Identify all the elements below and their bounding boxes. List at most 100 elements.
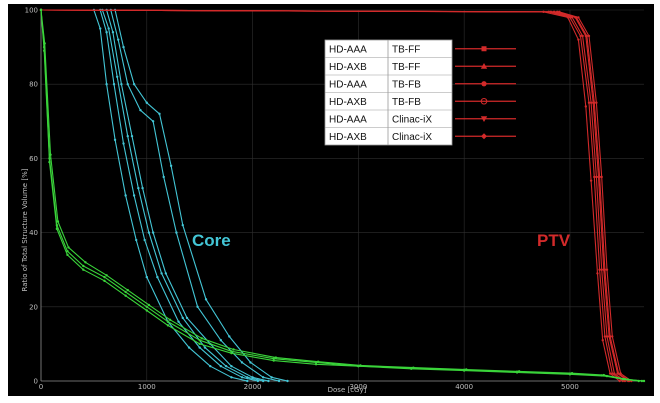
data-point (224, 364, 228, 368)
data-point (168, 318, 172, 321)
legend-model-label: HD-AXB (329, 132, 367, 143)
data-point (112, 83, 116, 86)
series-lines (39, 8, 646, 383)
series-line-ptv-10 (40, 9, 626, 382)
series-line-ptv-8 (40, 9, 632, 382)
data-point (581, 34, 584, 38)
data-point (246, 379, 249, 383)
data-point (56, 220, 60, 223)
data-point (575, 16, 578, 19)
data-point (181, 223, 184, 227)
legend-marker-circle-open (480, 97, 488, 105)
data-point (603, 335, 607, 338)
data-point (579, 34, 582, 38)
data-point (589, 101, 593, 104)
data-point (82, 264, 85, 268)
data-point (605, 335, 609, 338)
data-point (219, 338, 223, 342)
data-point (166, 324, 170, 327)
data-point (623, 377, 627, 381)
y-tick-label: 80 (29, 81, 38, 89)
data-point (593, 101, 596, 104)
data-point (99, 27, 102, 30)
data-point (139, 108, 142, 112)
data-point (570, 372, 574, 375)
data-point (143, 238, 146, 242)
series-line-ptv-9 (40, 9, 621, 382)
data-point (585, 34, 589, 38)
data-point (124, 290, 127, 294)
data-point (145, 309, 148, 312)
series-line-core-4 (41, 9, 288, 382)
data-point (412, 366, 415, 369)
data-point (608, 335, 612, 338)
data-point (66, 253, 69, 257)
data-point (595, 101, 598, 104)
legend-model-label: HD-AAA (329, 44, 367, 55)
x-tick-label: 5000 (561, 383, 579, 391)
legend-technique-label: TB-FF (392, 62, 420, 73)
data-point (164, 272, 168, 275)
data-point (166, 320, 170, 323)
series-line-core-1 (41, 9, 259, 382)
y-axis-title: Ratio of Total Structure Volume [%] (21, 168, 29, 291)
x-tick-label: 1000 (138, 383, 156, 391)
tick-labels: 0 1000 2000 3000 4000 5000 0 20 40 60 80 100 (25, 7, 579, 392)
data-point (286, 379, 289, 383)
y-tick-label: 20 (29, 303, 38, 311)
legend-technique-label: TB-FB (392, 79, 421, 90)
data-point (272, 357, 275, 360)
x-tick-label: 2000 (244, 383, 262, 391)
data-point (48, 160, 51, 164)
data-point (261, 379, 265, 383)
data-point (145, 275, 148, 279)
data-point (151, 231, 155, 234)
data-point (181, 316, 184, 320)
series-line-other-13 (40, 9, 645, 382)
series-line-other-14 (40, 9, 642, 382)
data-point (103, 275, 106, 279)
data-point (132, 194, 136, 197)
data-point (151, 120, 155, 123)
data-point (117, 38, 120, 41)
data-point (160, 272, 163, 275)
data-point (204, 298, 208, 301)
data-point (141, 186, 144, 190)
data-point (147, 231, 151, 234)
data-point (162, 175, 165, 179)
data-point (198, 338, 201, 342)
data-point (196, 305, 199, 308)
x-axis-title: Dose [cGy] (328, 386, 367, 394)
data-point (84, 261, 87, 264)
data-point (105, 83, 108, 86)
data-point (577, 16, 580, 19)
data-point (316, 360, 320, 363)
series-line-core-2 (41, 9, 269, 382)
data-point (587, 101, 591, 104)
data-point (230, 364, 233, 368)
data-point (314, 363, 318, 366)
data-point (203, 346, 207, 349)
data-point (272, 359, 275, 362)
data-point (584, 105, 588, 108)
data-point (200, 337, 203, 340)
data-point (158, 112, 161, 116)
data-point (274, 356, 278, 359)
group-label-core: Core (192, 231, 231, 250)
data-point (240, 361, 244, 364)
data-point (261, 376, 265, 379)
data-point (49, 153, 52, 156)
legend-model-label: HD-AAA (329, 79, 367, 90)
data-point (122, 45, 125, 49)
data-point (103, 279, 106, 283)
data-point (556, 10, 559, 14)
data-point (130, 134, 134, 138)
legend: HD-AAA TB-FF HD-AXB TB-FF HD-AAA TB-FB HD-AXB T… (324, 39, 516, 146)
data-point (359, 364, 362, 367)
series-line-core-5 (41, 9, 264, 382)
x-tick-label: 3000 (349, 383, 367, 391)
data-point (124, 294, 127, 297)
data-point (270, 376, 273, 379)
